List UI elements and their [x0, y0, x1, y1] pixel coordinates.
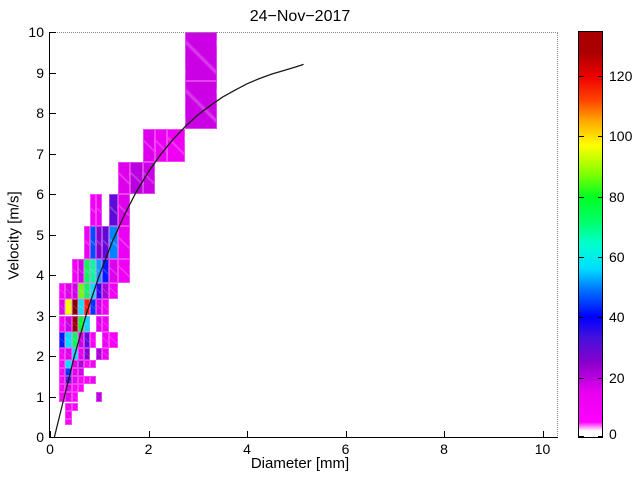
y-tick-label: 4 [36, 267, 44, 283]
y-tick-label: 3 [36, 307, 44, 324]
heatmap-cell [89, 360, 97, 369]
y-tick-mark [50, 437, 56, 438]
heatmap-cell [89, 376, 97, 385]
plot-box-top [50, 32, 558, 33]
x-tick-label: 8 [440, 441, 448, 457]
colorbar-tick-label: 60 [609, 248, 625, 265]
y-tick-label: 1 [36, 388, 44, 405]
x-tick-mark [444, 431, 445, 437]
colorbar-tick-label: 100 [609, 128, 633, 145]
colorbar-tick-label: 20 [609, 369, 625, 386]
heatmap-cell [118, 258, 131, 284]
y-tick-label: 0 [36, 429, 44, 445]
colorbar-tick-label: 80 [609, 188, 625, 205]
heatmap-cell [77, 384, 84, 393]
heatmap-cell [108, 258, 118, 284]
heatmap-cell [167, 129, 186, 162]
x-axis-line [49, 437, 558, 438]
heatmap-cell [102, 347, 109, 361]
colorbar-tick-mark [579, 317, 584, 319]
x-tick-label: 10 [534, 441, 551, 457]
y-tick-mark [50, 113, 56, 114]
heatmap-cell [96, 194, 103, 227]
heatmap-cell [118, 194, 131, 227]
y-tick-label: 5 [36, 226, 44, 243]
heatmap-cell [65, 418, 72, 425]
colorbar-tick-mark [579, 377, 584, 379]
y-tick-label: 8 [36, 105, 44, 121]
x-tick-label: 2 [144, 441, 153, 457]
colorbar-tick-mark [579, 136, 584, 138]
colorbar-tick-mark [598, 256, 603, 258]
x-tick-mark [542, 431, 544, 437]
colorbar-tick-mark [579, 196, 584, 198]
heatmap-cell [84, 315, 90, 332]
colorbar-tick-mark [579, 75, 584, 77]
heatmap-cell [108, 226, 118, 259]
y-tick-mark [50, 153, 56, 155]
x-tick-mark [247, 431, 248, 437]
y-tick-mark [50, 72, 56, 74]
x-tick-label: 6 [341, 441, 350, 457]
heatmap-cell [65, 410, 72, 419]
y-tick-mark [50, 234, 56, 236]
heatmap-cell [77, 368, 84, 377]
heatmap-cell [102, 315, 109, 332]
y-tick-mark [50, 396, 56, 398]
colorbar-tick-mark [598, 436, 603, 437]
x-axis-label: Diameter [mm] [250, 455, 350, 472]
colorbar-tick-label: 40 [609, 309, 625, 326]
heatmap-cell [71, 392, 78, 403]
heatmap-cell [185, 80, 218, 130]
heatmap-cell [84, 347, 90, 361]
colorbar [578, 31, 603, 438]
heatmap-cell [130, 161, 143, 194]
y-tick-mark [50, 194, 56, 195]
y-tick-mark [50, 32, 56, 33]
x-tick-mark [345, 431, 347, 437]
y-tick-label: 10 [28, 24, 44, 40]
plot-title: 24−Nov−2017 [249, 8, 351, 25]
colorbar-tick-mark [598, 377, 603, 379]
x-tick-label: 0 [46, 441, 54, 457]
y-axis-line [49, 32, 50, 438]
heatmap-cell [71, 402, 78, 411]
heatmap-cell [108, 283, 118, 300]
heatmap-cell [142, 129, 155, 162]
colorbar-tick-label: 120 [609, 67, 633, 84]
heatmap-cell [154, 129, 168, 162]
plot-box-right [557, 32, 558, 438]
y-tick-mark [50, 275, 56, 276]
heatmap-cell [118, 161, 131, 194]
y-tick-label: 6 [36, 186, 44, 202]
heatmap-cell [108, 331, 118, 348]
heatmap-cell [89, 331, 97, 348]
colorbar-tick-mark [598, 196, 603, 198]
y-tick-label: 7 [36, 145, 44, 162]
x-tick-label: 4 [243, 441, 251, 457]
heatmap-cell [185, 32, 218, 81]
colorbar-tick-mark [579, 436, 584, 437]
colorbar-tick-mark [579, 256, 584, 258]
y-tick-mark [50, 315, 56, 317]
heatmap-cell [118, 226, 131, 259]
y-tick-label: 9 [36, 64, 44, 81]
heatmap-cell [108, 194, 118, 227]
heatmap-cell [142, 161, 155, 194]
colorbar-tick-mark [598, 75, 603, 77]
x-tick-mark [148, 431, 150, 437]
x-tick-mark [50, 431, 51, 437]
y-tick-mark [50, 356, 56, 357]
heatmap-cell [102, 299, 109, 316]
y-tick-label: 2 [36, 348, 44, 364]
colorbar-tick-mark [598, 317, 603, 319]
colorbar-tick-label: 0 [609, 426, 617, 442]
heatmap-cell [96, 392, 103, 403]
colorbar-tick-mark [598, 136, 603, 138]
